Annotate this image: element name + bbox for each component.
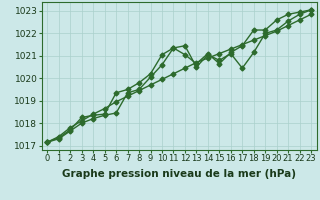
X-axis label: Graphe pression niveau de la mer (hPa): Graphe pression niveau de la mer (hPa) — [62, 169, 296, 179]
